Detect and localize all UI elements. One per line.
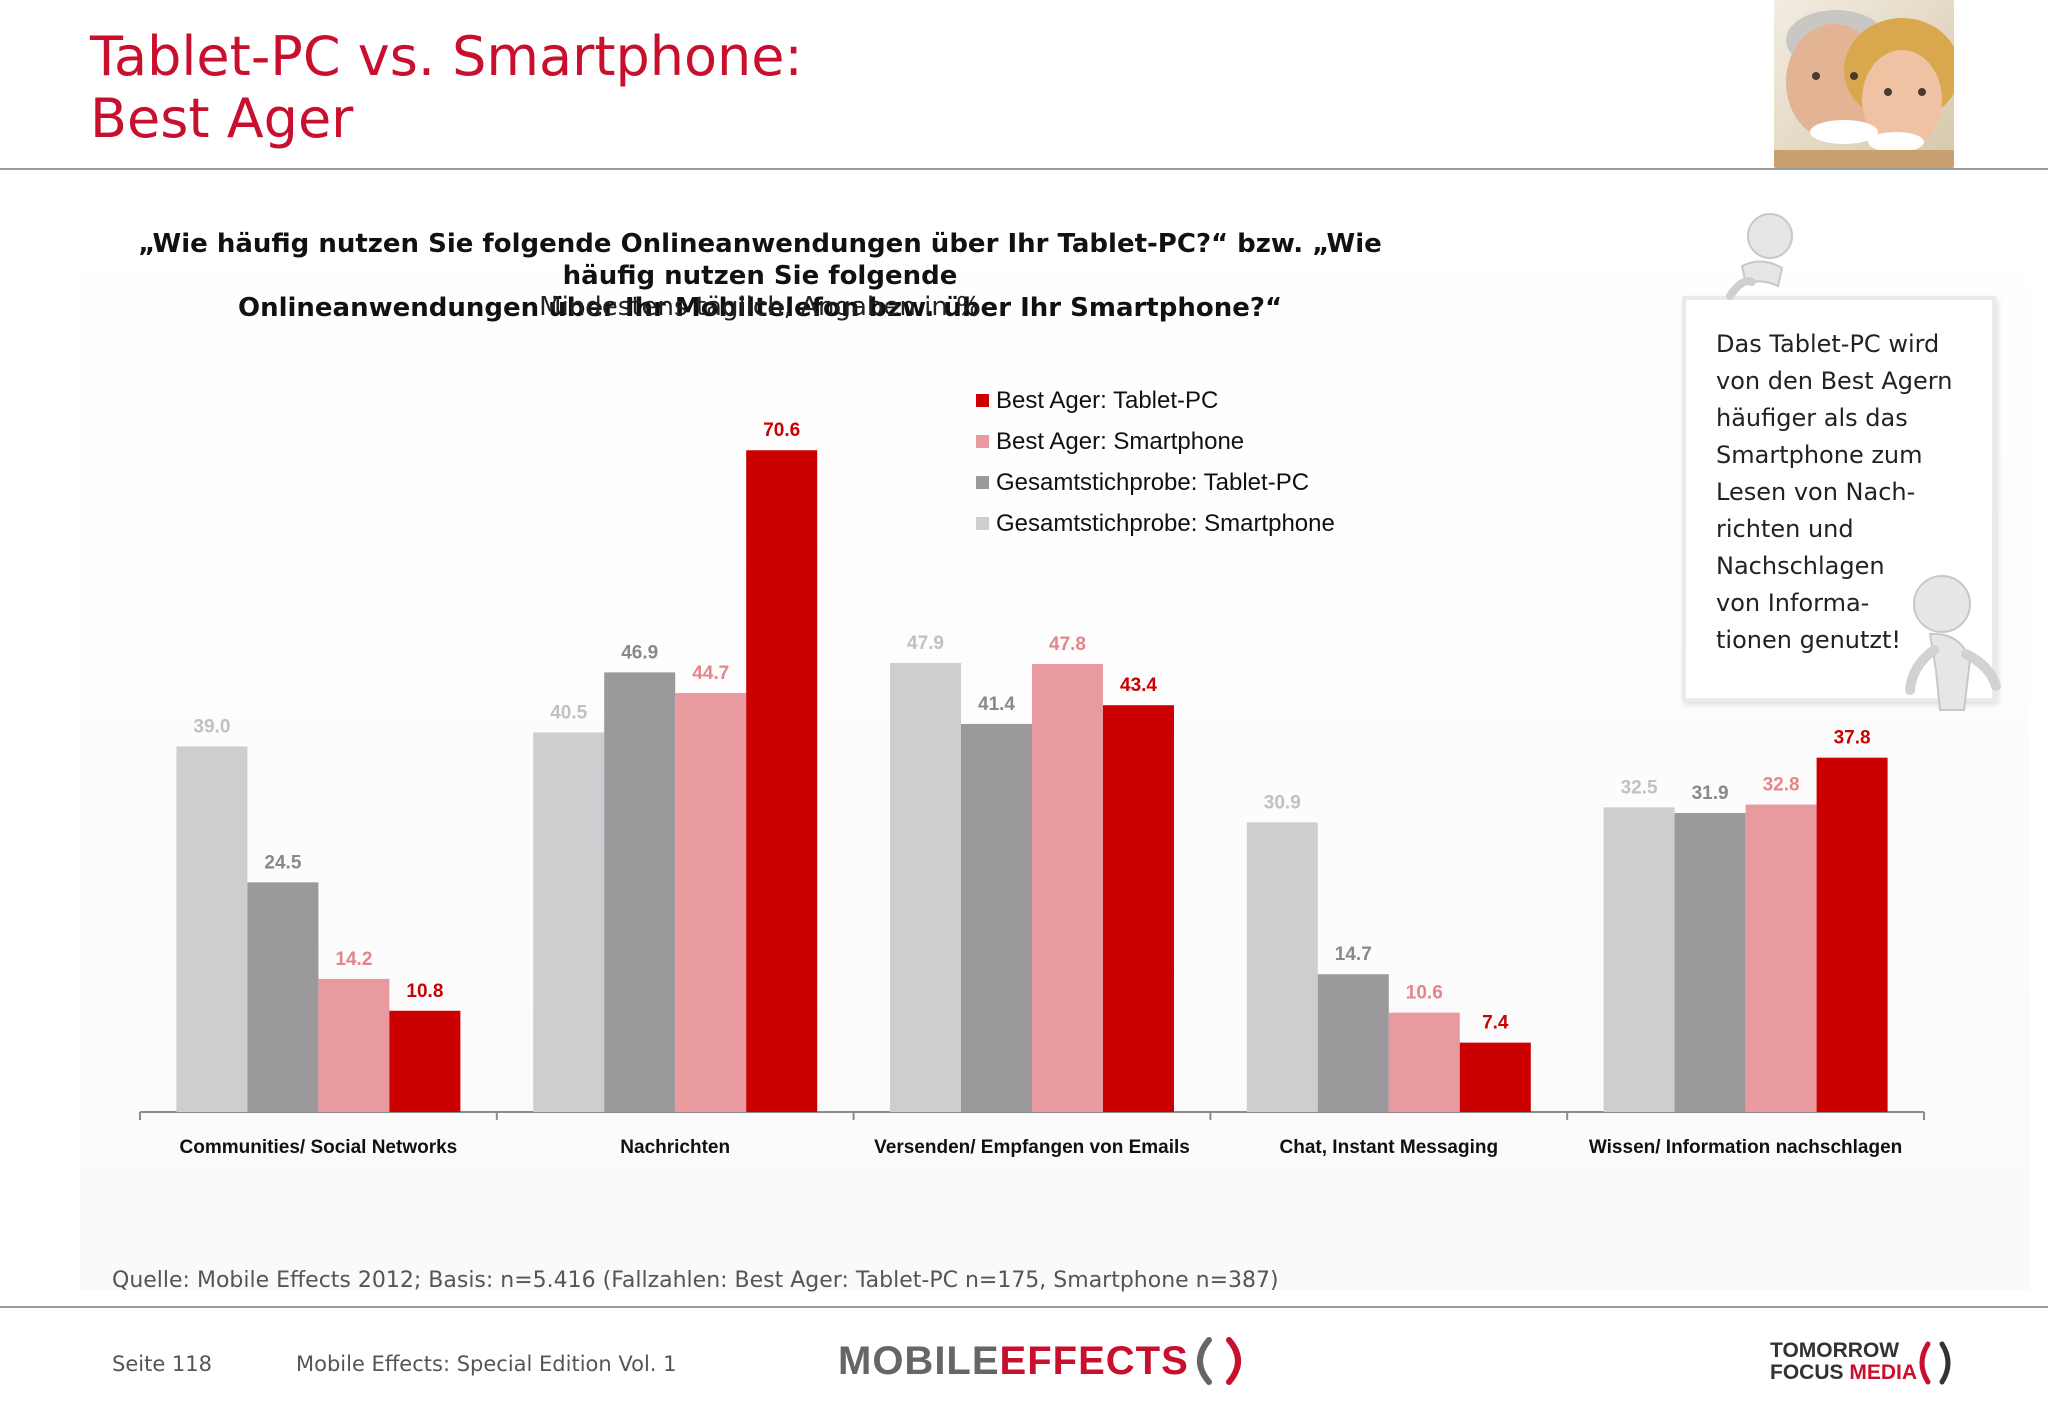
bar [318,978,390,1112]
bar [1246,822,1318,1112]
bar [1459,1042,1531,1112]
mobile-effects-logo: MOBILE EFFECTS [838,1336,1255,1386]
bar-value-label: 31.9 [1692,783,1729,804]
bar [247,882,319,1112]
bar [675,693,747,1112]
mobile-effects-logo-part2: EFFECTS [999,1338,1189,1383]
bar-value-label: 70.6 [763,420,800,441]
bar-value-label: 47.9 [907,633,944,654]
couple-photo-image [1774,0,1954,168]
bar [1745,804,1817,1112]
legend-swatch [976,394,989,407]
bar [890,663,961,1112]
bar [1317,974,1389,1112]
legend-swatch [976,476,989,489]
footer-divider [0,1306,2048,1308]
callout-note-line: Das Tablet-PC wird [1716,330,1940,358]
callout-note-text: Das Tablet-PC wird von den Best Agern häuf… [1716,326,1986,659]
bar-value-label: 10.6 [1406,983,1443,1004]
page-number: Seite 118 [112,1352,212,1376]
bar-value-label: 32.5 [1621,777,1658,798]
slide-title-line-2: Best Ager [90,87,354,150]
callout-note-line: von Informa- [1716,589,1870,617]
stick-figure-side-icon [1905,575,2001,711]
callout-note-line: tionen genutzt! [1716,626,1902,654]
survey-question: „Wie häufig nutzen Sie folgende Onlinean… [110,228,1410,324]
bar-value-label: 14.2 [335,949,372,970]
legend-item: Gesamtstichprobe: Tablet-PC [976,462,1335,503]
category-label: Nachrichten [620,1137,730,1158]
mobile-effects-logo-part1: MOBILE [838,1338,1000,1383]
legend-label: Best Ager: Smartphone [996,427,1245,455]
bar-value-label: 37.8 [1834,728,1871,749]
legend-swatch [976,517,989,530]
bar [1603,807,1675,1112]
source-note: Quelle: Mobile Effects 2012; Basis: n=5.… [112,1268,1279,1293]
bar-value-label: 41.4 [978,694,1015,715]
legend-label: Best Ager: Tablet-PC [996,386,1219,414]
tomorrow-focus-bracket-icon [1919,1341,1951,1385]
bar-value-label: 47.8 [1049,634,1086,655]
bar-value-label: 10.8 [406,981,443,1002]
legend-label: Gesamtstichprobe: Smartphone [996,509,1335,537]
callout-note-line: richten und [1716,515,1854,543]
couple-photo [1774,0,1954,168]
tomorrow-focus-logo-focus: FOCUS [1770,1361,1850,1384]
chart-legend: Best Ager: Tablet-PC Best Ager: Smartphon… [976,380,1335,544]
mobile-effects-bracket-icon [1196,1337,1241,1385]
tomorrow-focus-logo-media: MEDIA [1849,1361,1918,1384]
slide-title-line-1: Tablet-PC vs. Smartphone: [90,25,803,88]
legend-item: Best Ager: Tablet-PC [976,380,1335,421]
legend-label: Gesamtstichprobe: Tablet-PC [996,468,1310,496]
slide-title: Tablet-PC vs. Smartphone: Best Ager [90,26,803,150]
legend-swatch [976,435,989,448]
survey-question-line-1: „Wie häufig nutzen Sie folgende Onlinean… [138,229,1382,291]
category-label: Communities/ Social Networks [180,1137,458,1158]
tomorrow-focus-logo-line-1: TOMORROW [1770,1339,1900,1362]
stick-figure-top-icon [1726,213,1793,300]
chart-subtitle: Mindestens täglich, Angaben in % [539,292,981,322]
legend-item: Best Ager: Smartphone [976,421,1335,462]
header-divider [0,168,2048,170]
bar-value-label: 43.4 [1120,675,1157,696]
callout-note-line: häufiger als das [1716,404,1908,432]
callout-note-line: Smartphone zum [1716,441,1923,469]
callout-note-line: Nachschlagen [1716,552,1885,580]
survey-question-line-2: Onlineanwendungen über Ihr Mobiltelefon … [237,293,1283,323]
bar-value-label: 39.0 [193,716,230,737]
bar-value-label: 24.5 [264,852,301,873]
bar [1103,705,1174,1112]
callout-note-line: Lesen von Nach- [1716,478,1916,506]
bar-value-label: 44.7 [692,663,729,684]
bar-value-label: 32.8 [1763,775,1800,796]
bar [1388,1012,1460,1112]
bar [389,1010,461,1112]
bar [176,746,248,1112]
bar [1032,663,1103,1112]
category-label: Versenden/ Empfangen von Emails [874,1137,1190,1158]
edition-label: Mobile Effects: Special Edition Vol. 1 [296,1352,677,1376]
bar [746,450,818,1112]
callout-note-line: von den Best Agern [1716,367,1953,395]
bar [1816,757,1888,1112]
bar-value-label: 7.4 [1482,1013,1509,1034]
category-label: Chat, Instant Messaging [1280,1137,1499,1158]
tomorrow-focus-logo: TOMORROW FOCUS MEDIA [1770,1340,1917,1384]
bar [533,732,605,1112]
bar-value-label: 30.9 [1264,792,1301,813]
bar-value-label: 14.7 [1335,944,1372,965]
bar-value-label: 40.5 [550,702,587,723]
legend-item: Gesamtstichprobe: Smartphone [976,503,1335,544]
category-label: Wissen/ Information nachschlagen [1589,1137,1902,1158]
bar-value-label: 46.9 [621,642,658,663]
bar [1674,812,1746,1112]
bar [604,672,676,1112]
bar [961,723,1032,1112]
